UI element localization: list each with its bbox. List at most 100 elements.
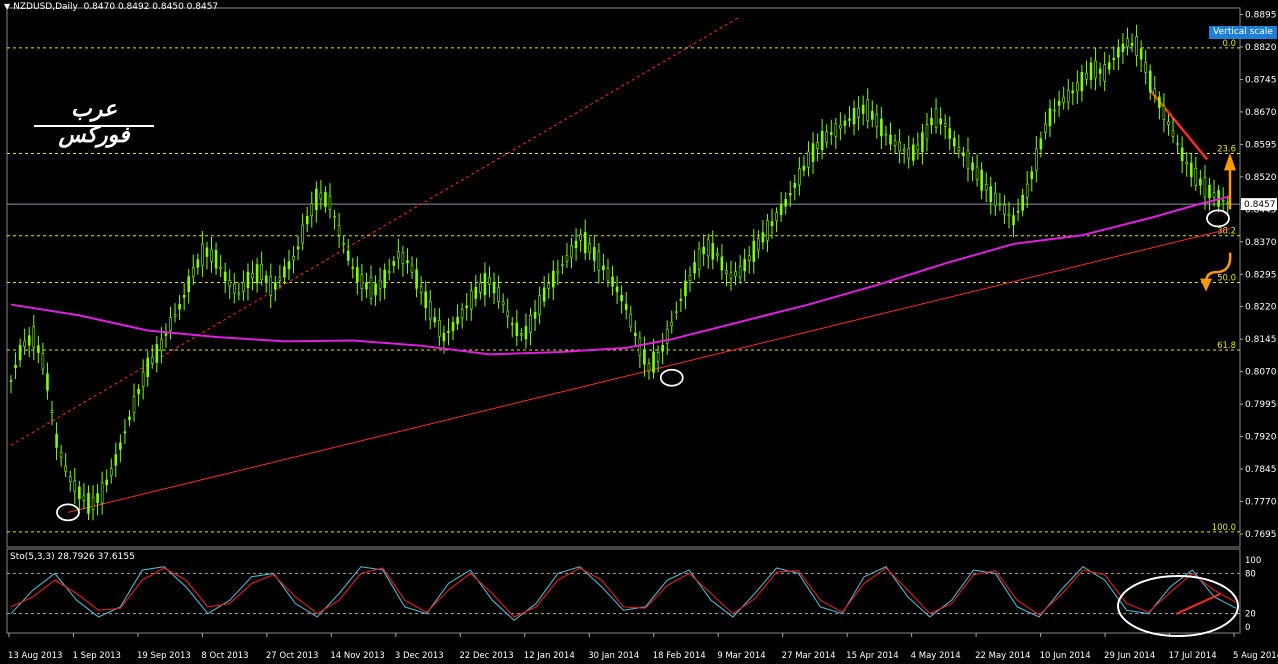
candle-body	[296, 246, 300, 250]
candle-body	[861, 104, 865, 114]
candle-body	[743, 259, 746, 272]
candle-body	[994, 192, 997, 206]
candle-body	[811, 143, 815, 162]
y-tick-label: 0.8820	[1245, 43, 1277, 53]
candle-body	[187, 276, 191, 293]
y-tick-label: 0.7695	[1245, 530, 1277, 540]
candle-body	[1199, 178, 1202, 186]
stochastic-divergence-circle	[1117, 575, 1239, 637]
candle-body	[96, 493, 99, 503]
fib-level-label: 100.0	[1212, 523, 1236, 533]
candle-body	[397, 251, 400, 259]
candle-body	[738, 266, 742, 279]
candle-body	[907, 148, 911, 159]
vertical-scale-button[interactable]: Vertical scale	[1209, 26, 1277, 39]
candle-body	[665, 328, 669, 344]
stochastic-scale-label: 0	[1245, 623, 1250, 633]
candle-body	[916, 144, 920, 151]
candle-body	[260, 264, 263, 280]
candle-body	[752, 240, 756, 262]
candle-body	[1194, 168, 1198, 186]
candle-body	[169, 317, 172, 331]
y-tick-label: 0.8370	[1245, 238, 1277, 248]
candle-body	[264, 275, 268, 283]
candle-body	[232, 283, 236, 294]
fib-level-label: 23.6	[1217, 144, 1236, 154]
candle-body	[542, 287, 546, 302]
candle-body	[834, 123, 838, 137]
candle-body	[829, 132, 833, 135]
candle-body	[1144, 62, 1147, 74]
candle-body	[880, 118, 883, 137]
candle-body	[1003, 204, 1006, 215]
candle-body	[374, 283, 377, 296]
candle-body	[943, 123, 947, 127]
candle-body	[1044, 123, 1047, 133]
logo-underline	[34, 125, 154, 127]
candle-body	[1103, 64, 1106, 82]
candle-body	[424, 291, 427, 309]
x-tick-label: 3 Dec 2013	[395, 651, 444, 661]
candle-body	[1121, 43, 1125, 52]
candle-body	[551, 270, 555, 288]
x-tick-label: 27 Mar 2014	[782, 651, 836, 661]
candle-body	[624, 303, 628, 310]
candle-body	[1053, 109, 1056, 112]
y-tick-label: 0.8745	[1245, 75, 1277, 85]
candle-body	[602, 265, 605, 270]
candle-body	[78, 486, 81, 500]
candle-body	[119, 442, 122, 450]
fib-level-label: 38.2	[1217, 227, 1236, 237]
current-price-box	[1241, 198, 1277, 211]
trend-line	[10, 16, 741, 446]
candle-body	[1176, 143, 1179, 145]
candle-body	[734, 271, 737, 277]
candle-body	[966, 150, 970, 169]
candle-body	[962, 152, 965, 157]
brand-logo: عرب فوركس	[58, 96, 130, 148]
candle-body	[1148, 70, 1152, 93]
candle-body	[524, 326, 528, 340]
candle-body	[1098, 68, 1102, 74]
candle-body	[274, 282, 277, 290]
stochastic-k-line	[10, 565, 1237, 622]
candle-body	[1089, 62, 1093, 80]
candle-body	[893, 140, 897, 146]
y-tick-label: 0.7920	[1245, 433, 1277, 443]
candle-body	[939, 118, 942, 125]
candle-body	[1057, 100, 1061, 106]
candle-body	[761, 232, 765, 243]
candle-body	[23, 340, 26, 348]
candle-body	[73, 480, 77, 492]
candle-body	[242, 282, 245, 292]
candle-body	[387, 271, 391, 273]
candle-body	[1112, 58, 1116, 61]
collapse-triangle-icon[interactable]: ▼	[4, 2, 11, 11]
swing-low-circle	[1206, 209, 1230, 228]
candle-body	[292, 256, 295, 261]
candle-body	[356, 267, 359, 283]
candle-body	[465, 305, 469, 308]
y-tick-label: 0.8895	[1245, 10, 1277, 20]
candle-body	[770, 221, 774, 226]
candle-body	[588, 243, 592, 253]
candle-body	[538, 295, 541, 315]
candle-body	[196, 259, 200, 268]
candle-body	[474, 286, 478, 299]
fib-level-label: 0.0	[1222, 39, 1236, 49]
current-price-label: 0.8457	[1244, 200, 1276, 210]
candle-body	[141, 371, 145, 387]
candle-body	[975, 166, 979, 181]
y-tick-label: 0.8520	[1245, 173, 1277, 183]
x-tick-label: 9 Mar 2014	[717, 651, 765, 661]
swing-low-circle	[56, 503, 80, 522]
x-tick-label: 8 Oct 2013	[201, 651, 248, 661]
candle-body	[128, 416, 131, 421]
candle-body	[1130, 42, 1134, 46]
candle-body	[816, 142, 819, 149]
candle-body	[1171, 130, 1175, 137]
y-tick-label: 0.7845	[1245, 465, 1277, 475]
y-tick-label: 0.7770	[1245, 498, 1277, 508]
candle-body	[870, 111, 874, 120]
candle-body	[852, 108, 856, 125]
